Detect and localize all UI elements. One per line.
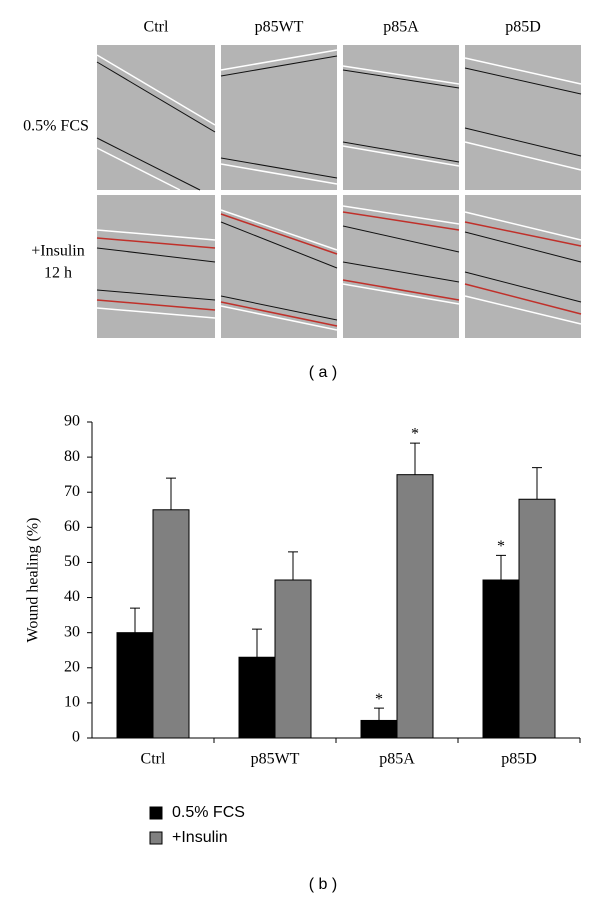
bar: [116, 632, 154, 739]
micrograph: [465, 195, 581, 338]
column-label: Ctrl: [144, 19, 169, 36]
column-label: p85D: [505, 19, 541, 36]
y-tick-label: 80: [64, 448, 80, 465]
x-tick-label: p85WT: [251, 751, 300, 768]
micrograph: [97, 45, 215, 190]
y-tick-label: 90: [64, 413, 80, 430]
legend-label: +Insulin: [172, 829, 228, 846]
y-tick-label: 40: [64, 588, 80, 605]
legend-label: 0.5% FCS: [172, 804, 245, 821]
legend-swatch: [149, 806, 163, 820]
micrograph: [97, 195, 215, 338]
error-bar: [496, 554, 506, 580]
y-tick-label: 30: [64, 623, 80, 640]
bar: [238, 656, 276, 739]
micrographs: [96, 45, 582, 338]
bar: [482, 579, 520, 739]
y-tick-label: 70: [64, 483, 80, 500]
error-bar: [130, 607, 140, 633]
significance-marker: *: [497, 538, 505, 555]
micrograph: [343, 45, 459, 190]
row-label: 12 h: [44, 265, 72, 282]
y-tick-label: 60: [64, 518, 80, 535]
y-tick-label: 0: [72, 729, 80, 746]
error-bar: [374, 707, 384, 721]
micrograph: [343, 195, 459, 338]
error-bar: [166, 477, 176, 510]
column-label: p85WT: [255, 19, 304, 36]
x-tick-label: p85A: [379, 751, 415, 768]
column-label: p85A: [383, 19, 419, 36]
error-bar: [532, 467, 542, 500]
bar: [274, 579, 312, 739]
micrograph: [465, 45, 581, 190]
caption: ( a ): [309, 364, 337, 381]
bar: [152, 509, 190, 739]
micrograph: [221, 45, 337, 190]
significance-marker: *: [411, 426, 419, 443]
y-tick-label: 10: [64, 694, 80, 711]
bar: [360, 719, 398, 739]
x-tick-label: Ctrl: [141, 751, 166, 768]
bar: [518, 498, 556, 739]
row-label: 0.5% FCS: [23, 118, 89, 135]
bar: [396, 474, 434, 739]
error-bar: [410, 442, 420, 475]
legend-swatch: [149, 831, 163, 845]
caption: ( b ): [309, 876, 337, 893]
error-bar: [252, 628, 262, 658]
y-tick-label: 20: [64, 658, 80, 675]
significance-marker: *: [375, 691, 383, 708]
error-bar: [288, 551, 298, 580]
y-axis-title: Wound healing (%): [25, 518, 42, 643]
x-tick-label: p85D: [501, 751, 537, 768]
y-tick-label: 50: [64, 553, 80, 570]
row-label: +Insulin: [31, 243, 84, 260]
